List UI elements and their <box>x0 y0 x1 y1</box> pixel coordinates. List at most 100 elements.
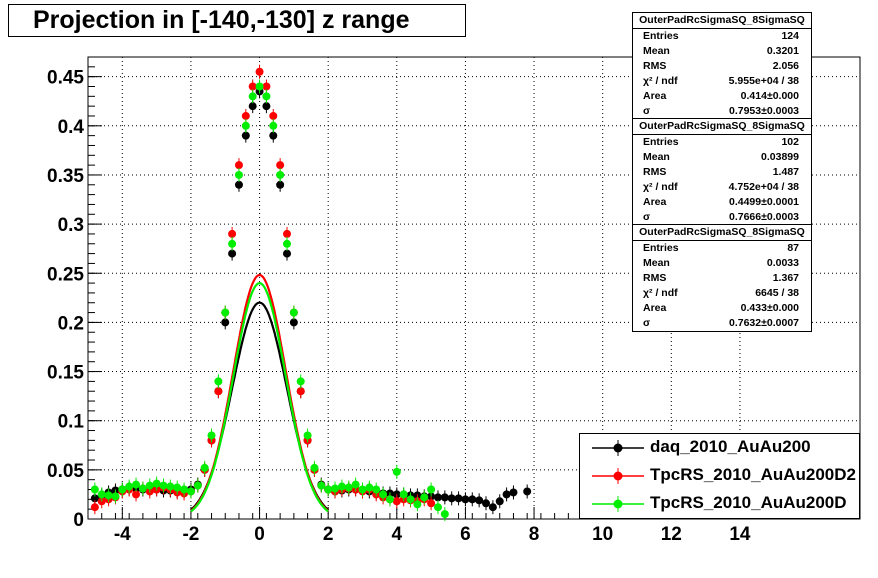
stats-row: Mean 0.3201 <box>633 44 811 59</box>
data-point <box>132 480 141 489</box>
stats-value: 4.752e+04 / 38 <box>728 181 799 193</box>
data-point <box>475 496 484 505</box>
data-point <box>234 161 243 170</box>
stats-box: OuterPadRcSigmaSQ_8SigmaSQ Entries 124 Mean… <box>632 12 812 120</box>
stats-value: 0.3201 <box>766 45 799 57</box>
y-tick-label: 0.1 <box>58 412 85 433</box>
stats-row: Area 0.414±0.000 <box>633 89 811 104</box>
data-point <box>132 490 141 499</box>
data-point <box>248 102 257 111</box>
data-point <box>118 485 127 494</box>
data-point <box>372 485 381 494</box>
stats-key: χ² / ndf <box>643 287 678 299</box>
data-point <box>262 82 271 91</box>
stats-key: χ² / ndf <box>643 181 678 193</box>
data-point <box>193 481 202 490</box>
data-point <box>111 492 120 501</box>
stats-value: 0.7666±0.0003 <box>729 211 799 223</box>
legend-item: TpcRS_2010_AuAu200D <box>580 490 859 518</box>
x-tick-label: 4 <box>392 524 403 545</box>
data-point <box>488 503 497 512</box>
fit-curve <box>190 282 329 513</box>
stats-key: σ <box>643 105 651 117</box>
data-point <box>255 67 264 76</box>
data-point <box>447 494 456 503</box>
stats-value: 124 <box>781 30 799 42</box>
legend-label: TpcRS_2010_AuAu200D2 <box>650 465 856 484</box>
stats-value: 1.367 <box>772 272 799 284</box>
data-point <box>413 500 422 509</box>
data-point <box>214 387 223 396</box>
stats-key: χ² / ndf <box>643 75 678 87</box>
stats-value: 2.056 <box>772 60 799 72</box>
data-point <box>186 487 195 496</box>
data-point <box>365 483 374 492</box>
y-tick-label: 0 <box>73 510 84 531</box>
stats-row: σ 0.7632±0.0007 <box>633 316 811 331</box>
x-tick-label: -4 <box>114 524 131 545</box>
data-point <box>221 308 230 317</box>
data-point <box>200 463 209 472</box>
x-tick-label: 2 <box>323 524 334 545</box>
data-point <box>97 490 106 499</box>
chart-title: Projection in [-140,-130] z range <box>8 4 466 37</box>
data-point <box>289 308 298 317</box>
stats-row: χ² / ndf 6645 / 38 <box>633 286 811 301</box>
data-point <box>427 485 436 494</box>
y-tick-label: 0.2 <box>58 313 84 334</box>
stats-value: 5.955e+04 / 38 <box>728 75 799 87</box>
data-point <box>523 487 532 496</box>
data-point <box>248 92 257 101</box>
data-point <box>262 92 271 101</box>
stats-value: 6645 / 38 <box>755 287 799 299</box>
data-point <box>152 479 161 488</box>
x-tick-label: 10 <box>592 524 613 545</box>
stats-key: Mean <box>643 257 670 269</box>
data-point <box>324 485 333 494</box>
data-point <box>351 480 360 489</box>
stats-key: RMS <box>643 60 667 72</box>
y-tick-label: 0.45 <box>47 68 84 89</box>
data-point <box>125 482 134 491</box>
legend-item: daq_2010_AuAu200 <box>580 434 859 462</box>
data-point <box>283 239 292 248</box>
stats-value: 0.7632±0.0007 <box>729 317 799 329</box>
stats-row: σ 0.7666±0.0003 <box>633 210 811 225</box>
data-point <box>337 482 346 491</box>
data-point <box>482 499 491 508</box>
data-point <box>90 503 99 512</box>
data-point <box>138 484 147 493</box>
stats-row: Mean 0.0033 <box>633 256 811 271</box>
data-point <box>166 482 175 491</box>
legend-item: TpcRS_2010_AuAu200D2 <box>580 462 859 490</box>
data-point <box>283 229 292 238</box>
stats-key: RMS <box>643 272 667 284</box>
legend-label: TpcRS_2010_AuAu200D <box>650 493 847 512</box>
data-point <box>269 131 278 140</box>
data-point <box>241 131 250 140</box>
data-point <box>228 249 237 258</box>
data-point <box>495 497 504 506</box>
x-tick-label: -2 <box>182 524 199 545</box>
data-point <box>303 431 312 440</box>
data-point <box>228 229 237 238</box>
stats-row: Area 0.433±0.000 <box>633 301 811 316</box>
data-point <box>358 485 367 494</box>
stats-box-title: OuterPadRcSigmaSQ_8SigmaSQ <box>633 225 811 241</box>
stats-key: Entries <box>643 242 679 254</box>
data-point <box>221 318 230 327</box>
stats-box: OuterPadRcSigmaSQ_8SigmaSQ Entries 87 Mean 0… <box>632 224 812 332</box>
data-point <box>433 493 442 502</box>
stats-value: 0.03899 <box>761 151 799 163</box>
data-point <box>180 485 189 494</box>
legend-marker-icon <box>592 468 644 484</box>
data-point <box>241 121 250 130</box>
data-point <box>248 82 257 91</box>
y-tick-label: 0.3 <box>58 215 84 236</box>
data-point <box>454 494 463 503</box>
data-point <box>310 463 319 472</box>
stats-key: σ <box>643 317 651 329</box>
data-point <box>406 495 415 504</box>
stats-value: 0.414±0.000 <box>740 90 799 102</box>
data-point <box>509 488 518 497</box>
